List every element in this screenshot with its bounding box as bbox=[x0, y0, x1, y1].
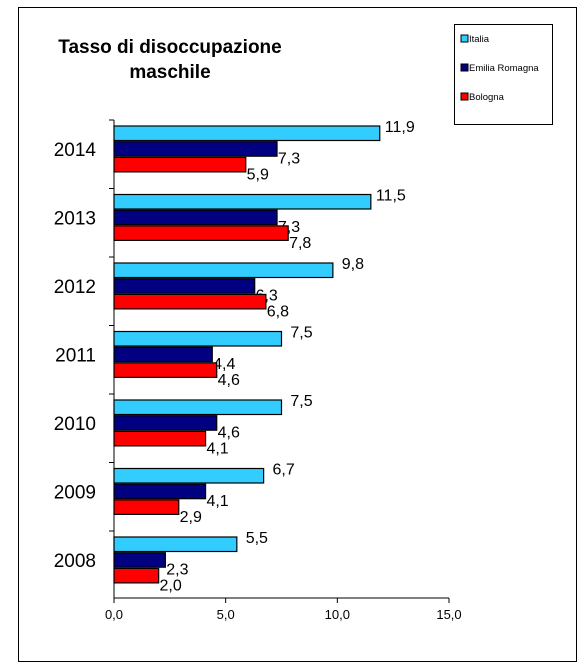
legend-swatch bbox=[460, 92, 469, 101]
data-label: 5,9 bbox=[247, 166, 269, 183]
data-label: 9,8 bbox=[342, 256, 364, 273]
bar bbox=[113, 193, 372, 210]
legend-label: Emilia Romagna bbox=[469, 63, 539, 74]
category-label: 2008 bbox=[54, 551, 96, 572]
bar bbox=[113, 293, 267, 310]
data-label: 4,1 bbox=[206, 493, 228, 510]
x-tick-label: 0,0 bbox=[105, 607, 123, 622]
category-label: 2012 bbox=[54, 277, 96, 298]
data-label: 6,8 bbox=[267, 303, 289, 320]
bar bbox=[113, 141, 278, 157]
x-tick-label: 15,0 bbox=[436, 607, 461, 622]
data-label: 11,9 bbox=[385, 119, 415, 136]
legend-swatch bbox=[460, 34, 469, 43]
chart-title: Tasso di disoccupazione maschile bbox=[58, 37, 281, 83]
data-label: 4,6 bbox=[218, 425, 240, 442]
bar bbox=[113, 552, 166, 568]
data-label: 2,9 bbox=[180, 509, 202, 526]
bar bbox=[113, 483, 207, 500]
legend-label: Bologna bbox=[469, 92, 505, 103]
legend-label: Italia bbox=[469, 34, 490, 45]
x-tick-label: 5,0 bbox=[217, 607, 235, 622]
data-label: 7,5 bbox=[290, 325, 312, 342]
legend-swatch bbox=[460, 63, 469, 72]
bar bbox=[113, 278, 256, 294]
category-label: 2009 bbox=[54, 482, 96, 503]
bar bbox=[113, 430, 207, 447]
bar bbox=[113, 156, 247, 173]
bar bbox=[113, 330, 283, 347]
legend: Italia Emilia Romagna Bologna bbox=[454, 24, 553, 125]
data-label: 5,5 bbox=[246, 530, 268, 547]
bar bbox=[113, 536, 238, 553]
bar bbox=[113, 567, 160, 584]
data-label: 11,5 bbox=[376, 188, 406, 205]
category-label: 2011 bbox=[55, 345, 96, 366]
category-label: 2010 bbox=[54, 414, 96, 435]
chart-title-line-2: maschile bbox=[129, 62, 210, 83]
bar bbox=[113, 262, 334, 279]
category-label: 2014 bbox=[54, 140, 97, 161]
data-label: 4,4 bbox=[213, 356, 235, 373]
data-label: 2,3 bbox=[166, 562, 188, 579]
data-label: 6,7 bbox=[273, 462, 295, 479]
x-tick-label: 10,0 bbox=[325, 607, 350, 622]
bar bbox=[113, 399, 283, 416]
bar bbox=[113, 499, 180, 515]
bar bbox=[113, 125, 381, 142]
bar bbox=[113, 346, 213, 363]
bar bbox=[113, 467, 265, 484]
data-label: 7,5 bbox=[290, 393, 312, 410]
legend-box bbox=[454, 24, 553, 125]
category-label: 2013 bbox=[54, 208, 96, 229]
data-label: 4,6 bbox=[218, 372, 240, 389]
bar bbox=[113, 415, 218, 431]
bar bbox=[113, 362, 218, 378]
bar bbox=[113, 225, 289, 241]
data-label: 7,8 bbox=[289, 235, 311, 252]
data-label: 4,1 bbox=[206, 440, 228, 457]
chart-title-line-1: Tasso di disoccupazione bbox=[58, 37, 281, 58]
data-label: 7,3 bbox=[278, 151, 300, 168]
data-label: 2,0 bbox=[160, 577, 182, 594]
plot-area: 0,0 5,0 10,0 15,0201411,97,35,9201311,57,37… bbox=[54, 119, 462, 622]
bar bbox=[113, 209, 278, 226]
